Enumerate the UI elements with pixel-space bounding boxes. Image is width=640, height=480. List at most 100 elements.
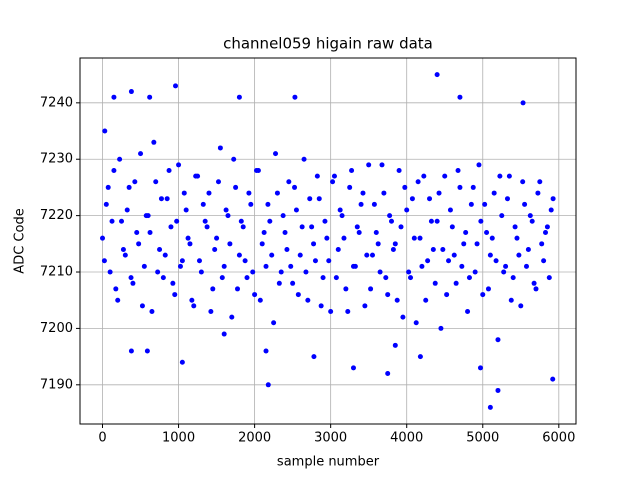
point <box>451 252 457 258</box>
point <box>531 280 537 286</box>
point <box>368 286 374 292</box>
point <box>144 348 150 354</box>
point <box>495 387 501 393</box>
point <box>501 269 507 275</box>
point <box>278 269 284 275</box>
point <box>543 230 549 236</box>
point <box>449 224 455 230</box>
point <box>411 235 417 241</box>
point <box>408 275 414 281</box>
point <box>244 275 250 281</box>
point <box>371 201 377 207</box>
point <box>269 252 275 258</box>
point <box>362 303 368 309</box>
point <box>179 359 185 365</box>
point <box>415 179 421 185</box>
point <box>292 184 298 190</box>
point <box>352 263 358 269</box>
point <box>402 184 408 190</box>
point <box>484 230 490 236</box>
point <box>434 218 440 224</box>
point <box>489 235 495 241</box>
point <box>221 331 227 337</box>
point <box>474 241 480 247</box>
x-tick-label: 1000 <box>162 431 195 446</box>
point <box>499 213 505 219</box>
point <box>366 162 372 168</box>
point <box>231 156 237 162</box>
point <box>447 207 453 213</box>
point <box>100 235 106 241</box>
point <box>181 190 187 196</box>
point <box>196 258 202 264</box>
point <box>236 94 242 100</box>
point <box>328 308 334 314</box>
point <box>535 190 541 196</box>
point <box>301 156 307 162</box>
point <box>151 139 157 145</box>
point <box>193 173 199 179</box>
point <box>333 275 339 281</box>
point <box>265 201 271 207</box>
point <box>446 258 452 264</box>
x-axis-label: sample number <box>277 455 380 470</box>
point <box>235 286 241 292</box>
y-tick-label: 7200 <box>40 321 73 336</box>
point <box>434 72 440 78</box>
point <box>208 308 214 314</box>
point <box>177 263 183 269</box>
point <box>217 145 223 151</box>
point <box>271 320 277 326</box>
point <box>497 173 503 179</box>
point <box>101 258 107 264</box>
point <box>309 224 315 230</box>
point <box>115 297 121 303</box>
point <box>282 230 288 236</box>
point <box>227 241 233 247</box>
point <box>419 263 425 269</box>
point <box>128 348 134 354</box>
point <box>548 207 554 213</box>
point <box>455 168 461 174</box>
point <box>398 224 404 230</box>
point <box>202 218 208 224</box>
x-tick-label: 5000 <box>466 431 499 446</box>
point <box>141 263 147 269</box>
point <box>425 258 431 264</box>
point <box>160 275 166 281</box>
point <box>179 258 185 264</box>
y-tick-label: 7190 <box>40 377 73 392</box>
point <box>111 94 117 100</box>
point <box>533 286 539 292</box>
point <box>305 297 311 303</box>
point <box>495 337 501 343</box>
point <box>250 269 256 275</box>
point <box>293 207 299 213</box>
point <box>132 179 138 185</box>
point <box>472 269 478 275</box>
point <box>117 156 123 162</box>
point <box>331 173 337 179</box>
y-axis-label: ADC Code <box>13 208 28 273</box>
point <box>383 275 389 281</box>
point <box>103 201 109 207</box>
point <box>385 292 391 298</box>
point <box>261 230 267 236</box>
point <box>273 151 279 157</box>
point <box>461 241 467 247</box>
point <box>345 308 351 314</box>
point <box>354 224 360 230</box>
points <box>100 72 556 410</box>
point <box>335 246 341 252</box>
point <box>349 168 355 174</box>
point <box>267 218 273 224</box>
point <box>356 230 362 236</box>
point <box>303 269 309 275</box>
point <box>324 235 330 241</box>
point <box>529 218 535 224</box>
point <box>204 224 210 230</box>
point <box>375 241 381 247</box>
point <box>265 382 271 388</box>
point <box>360 190 366 196</box>
point <box>442 173 448 179</box>
